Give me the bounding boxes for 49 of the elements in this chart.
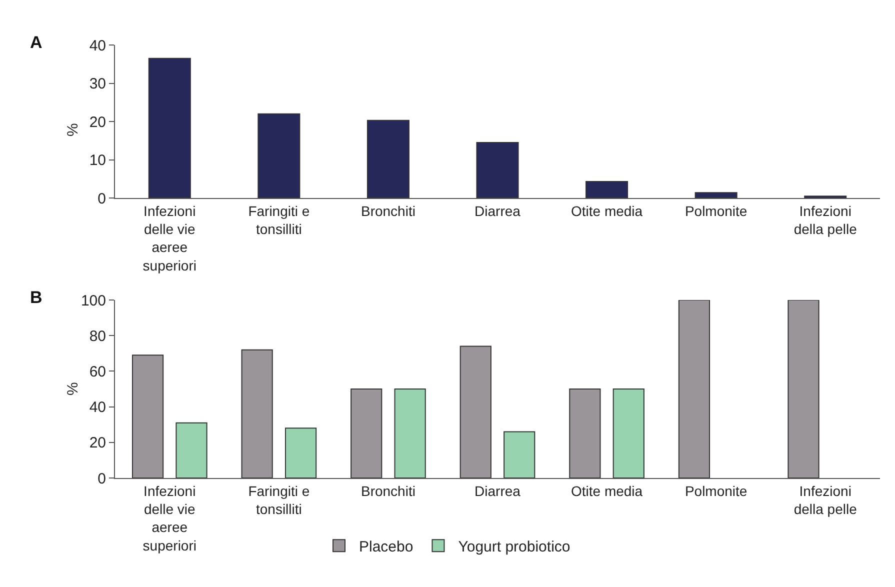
x-tick-label: Bronchiti [360,202,416,219]
x-tick-label: Diarrea [474,482,521,499]
x-tick-label: Infezioni della pelle [794,202,858,237]
y-tick-label: 0 [98,190,106,208]
bar [504,431,536,478]
bar [258,113,300,198]
bar [176,422,208,478]
y-axis-title: % [64,382,82,396]
bar [586,181,628,198]
x-tick-label: Otite media [570,482,643,499]
bar [366,120,410,198]
bar [132,354,164,478]
x-tick-label: Bronchiti [360,482,416,499]
bar [350,388,382,478]
bar [476,142,519,198]
y-tick-label: 100 [80,292,106,310]
x-tick-label: Infezioni delle vie aeree superiori [142,202,196,274]
y-tick-label: 20 [89,434,106,452]
bar [460,346,492,478]
bar [394,388,426,478]
y-tick-label: 40 [89,399,106,416]
y-tick-label: 40 [89,37,106,54]
bar [788,300,820,478]
y-tick-label: 30 [89,76,106,92]
chart-title: B [30,288,42,307]
x-tick-label: Faringiti e tonsilliti [248,482,310,517]
legend-label: Yogurt probiotico [458,538,570,556]
bar [569,388,601,478]
bar [678,300,710,478]
bar [284,428,317,478]
y-axis-title: % [64,123,82,136]
x-tick-label: Infezioni delle vie aeree superiori [142,482,196,554]
x-tick-label: Polmonite [684,482,748,499]
x-tick-label: Otite media [570,202,643,219]
bar [694,192,738,198]
y-tick-label: 80 [89,328,106,345]
x-tick-label: Infezioni della pelle [794,482,858,517]
chart-title: A [30,33,42,52]
y-tick-label: 60 [89,363,106,380]
bar [241,349,273,478]
bar [612,388,644,478]
x-tick-label: Diarrea [474,202,521,219]
bar [148,58,191,198]
y-tick-label: 20 [89,114,106,131]
y-tick-label: 0 [98,470,106,488]
x-tick-label: Polmonite [684,202,748,219]
x-tick-label: Faringiti e tonsilliti [248,202,310,237]
y-tick-label: 10 [89,152,106,169]
legend-label: Placebo [359,538,414,556]
